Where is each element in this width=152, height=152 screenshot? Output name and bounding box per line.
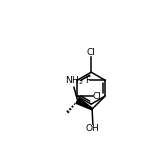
Text: F: F — [85, 76, 90, 85]
Text: NH$_2$: NH$_2$ — [65, 74, 83, 87]
Polygon shape — [76, 98, 92, 110]
Text: Cl: Cl — [93, 92, 101, 101]
Text: OH: OH — [86, 124, 100, 133]
Text: Cl: Cl — [87, 48, 96, 57]
